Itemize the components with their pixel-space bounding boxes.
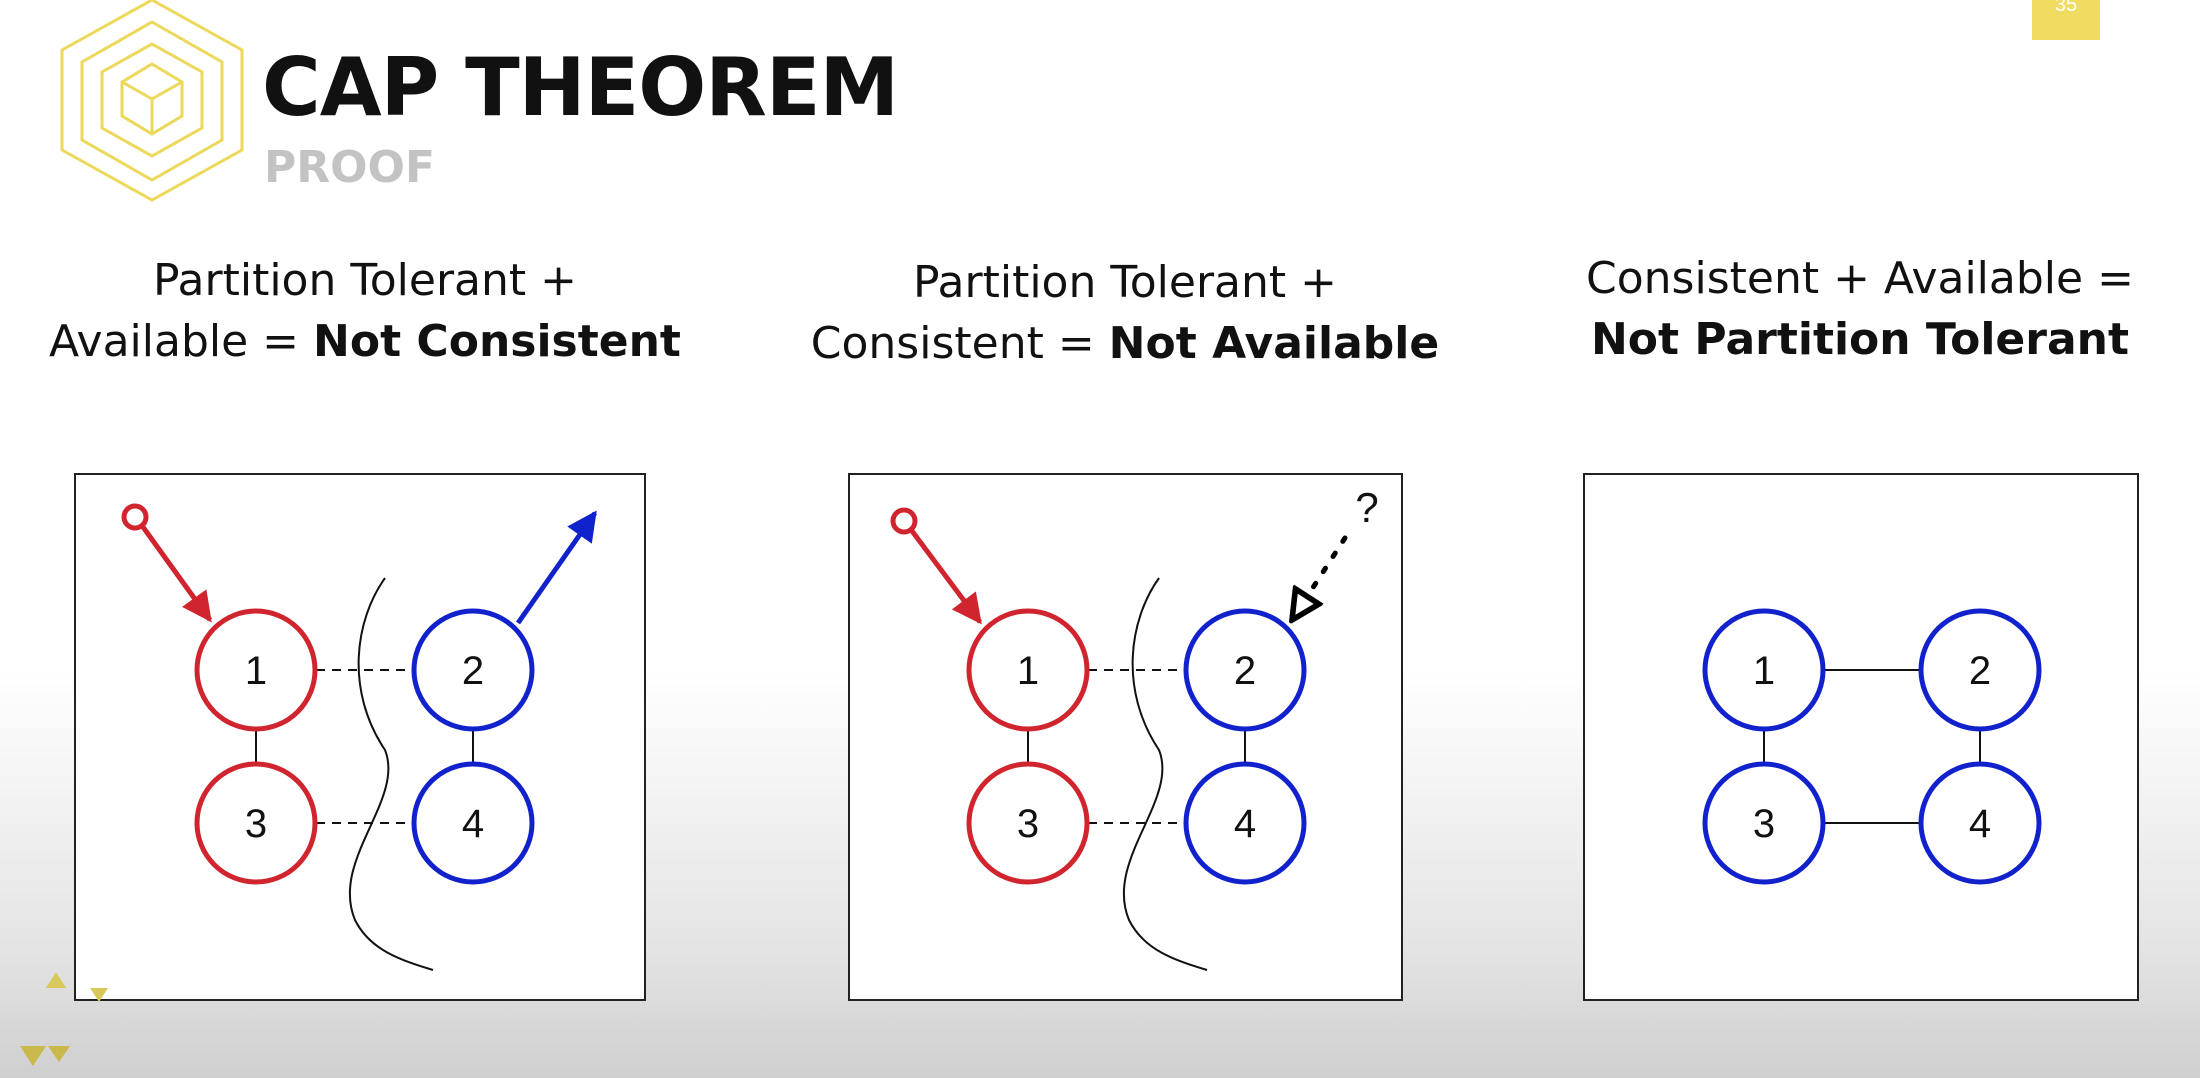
caption-line2: Consistent = Not Available [800,313,1450,374]
diagram-frame [848,473,1403,1001]
node-label: 3 [1753,802,1775,846]
blocked-read-arrow-icon [1292,535,1348,620]
node-label: 1 [1753,649,1775,693]
caption-line2: Available = Not Consistent [40,311,690,372]
write-arrow-icon [909,529,983,625]
node-label: 3 [1017,802,1039,846]
node-4: 4 [1918,761,2042,885]
node-label: 2 [1234,649,1256,693]
caption-line2: Not Partition Tolerant [1540,309,2180,370]
node-3: 3 [194,761,318,885]
node-1: 1 [1702,608,1826,732]
node-1: 1 [194,608,318,732]
node-3: 3 [1702,761,1826,885]
caption-line2-plain: Available = [49,316,314,367]
partition-line [1122,577,1208,971]
node-label: 1 [245,649,267,693]
node-label: 4 [1234,802,1256,846]
diagram-partition-available: 1 2 3 4 [74,473,646,1001]
caption-line2-bold: Not Available [1108,318,1440,369]
caption-line1: Partition Tolerant + [152,255,577,306]
diagram-frame [1583,473,2139,1001]
node-label: 4 [462,802,484,846]
node-label: 2 [1969,649,1991,693]
node-4: 4 [1183,761,1307,885]
hexagon-cube-logo-icon [60,0,244,202]
caption-line1: Partition Tolerant + [912,257,1337,308]
node-4: 4 [411,761,535,885]
diagram-consistent-available: 1 2 3 4 [1583,473,2139,1001]
page-title: CAP THEOREM [262,41,899,134]
node-2: 2 [1183,608,1307,732]
client-origin-icon [890,507,918,535]
partition-line [348,577,434,971]
client-origin-icon [121,503,149,531]
diagram-partition-consistent: ? 1 2 3 4 [848,473,1403,1001]
caption-line2-bold: Not Partition Tolerant [1590,314,2130,365]
write-arrow-icon [140,525,213,623]
node-2: 2 [411,608,535,732]
node-1: 1 [966,608,1090,732]
node-label: 4 [1969,802,1991,846]
caption-ca: Consistent + Available = Not Partition T… [1540,248,2180,370]
caption-pc: Partition Tolerant + Consistent = Not Av… [800,252,1450,374]
caption-line2-plain: Consistent = [810,318,1109,369]
caption-pa: Partition Tolerant + Available = Not Con… [40,250,690,372]
page-subtitle: PROOF [264,142,435,193]
node-label: 3 [245,802,267,846]
caption-line2-bold: Not Consistent [313,316,681,367]
question-mark-label: ? [1355,484,1378,531]
decorative-triangles-icon [20,972,108,1066]
node-label: 1 [1017,649,1039,693]
caption-line1: Consistent + Available = [1586,253,2134,304]
node-label: 2 [462,649,484,693]
node-2: 2 [1918,608,2042,732]
read-arrow-icon [515,510,598,625]
node-3: 3 [966,761,1090,885]
slide-number-badge: 35 [2032,0,2100,40]
